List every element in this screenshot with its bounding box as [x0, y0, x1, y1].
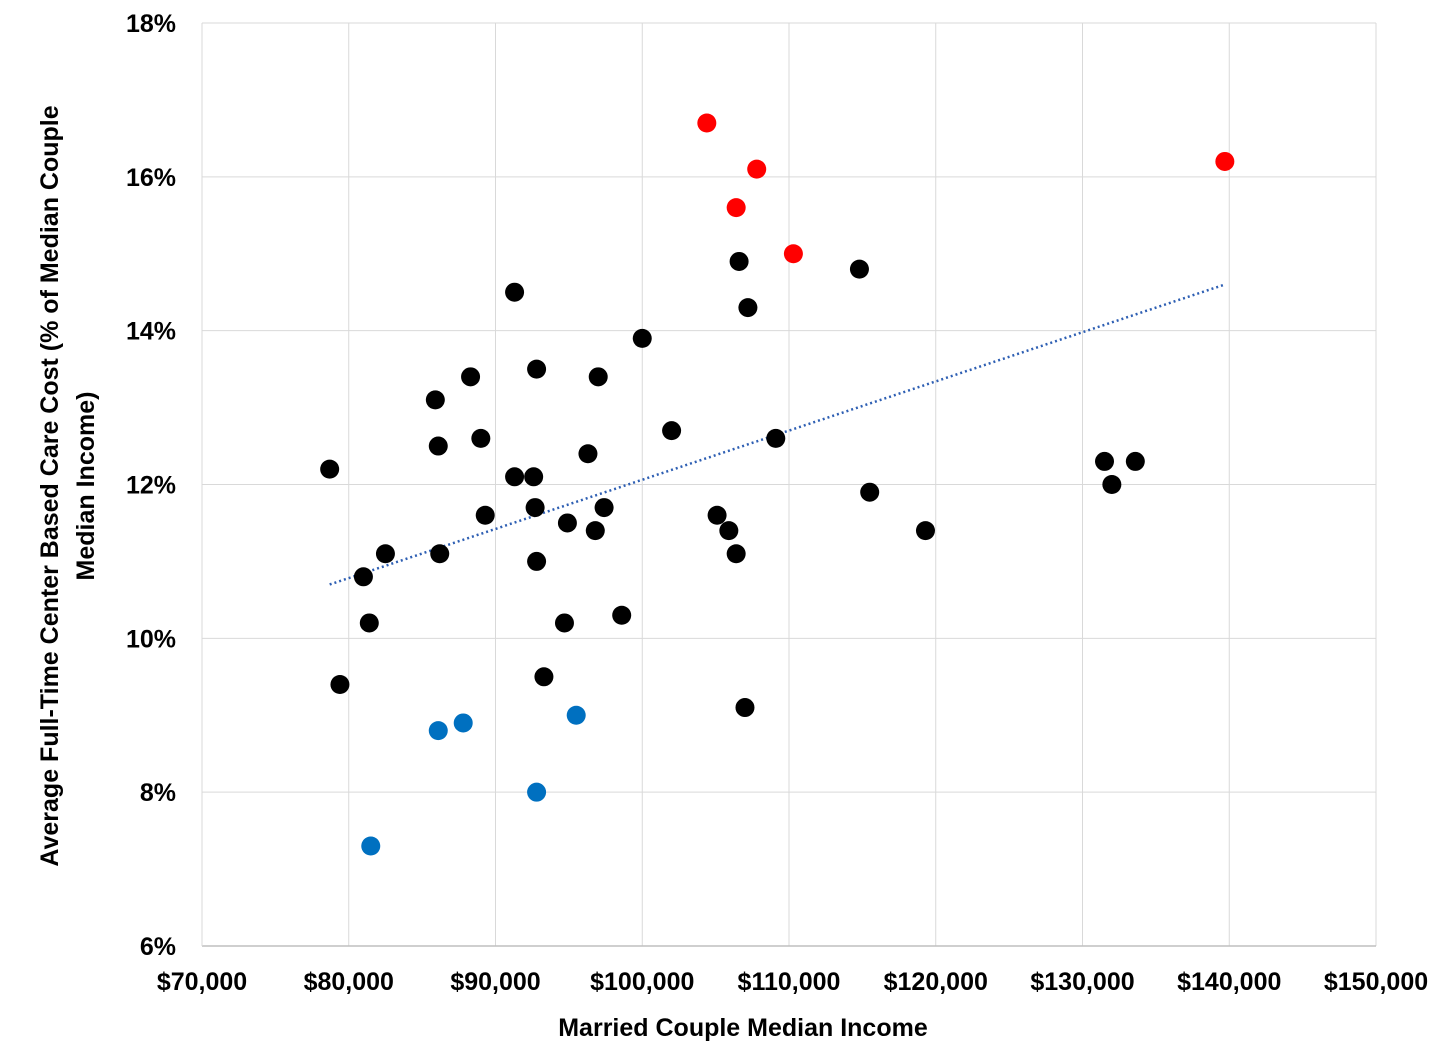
- data-point: [361, 836, 381, 856]
- y-axis-title-line-2: Median Income): [72, 392, 100, 581]
- data-point: [747, 159, 767, 179]
- y-tick-labels: 6% 8% 10% 12% 14% 16% 18%: [126, 10, 176, 961]
- data-point: [860, 482, 880, 502]
- data-point: [524, 467, 544, 487]
- data-point: [729, 251, 749, 271]
- y-axis-title-line-1: Average Full-Time Center Based Care Cost…: [36, 105, 64, 866]
- trendline-layer: [329, 283, 1226, 586]
- data-point: [735, 698, 755, 718]
- x-tick-labels: $70,000 $80,000 $90,000 $100,000 $110,000 $12…: [157, 968, 1428, 996]
- data-point: [1125, 451, 1145, 471]
- data-point: [554, 613, 574, 633]
- data-point: [612, 605, 632, 625]
- data-point: [726, 198, 746, 218]
- data-point: [453, 713, 473, 733]
- data-point: [726, 544, 746, 564]
- x-tick-label: $120,000: [884, 968, 988, 996]
- data-point: [578, 444, 598, 464]
- data-point: [707, 505, 727, 525]
- data-point: [594, 498, 614, 518]
- data-point: [697, 113, 717, 133]
- x-tick-label: $140,000: [1177, 968, 1281, 996]
- data-point: [1215, 151, 1235, 171]
- x-axis-title: Married Couple Median Income: [558, 1014, 928, 1042]
- data-point: [525, 498, 545, 518]
- data-point: [527, 551, 547, 571]
- data-point: [330, 674, 350, 694]
- data-point: [461, 367, 481, 387]
- y-tick-label: 18%: [126, 10, 176, 38]
- data-point: [471, 428, 491, 448]
- data-point: [766, 428, 786, 448]
- data-point: [505, 467, 525, 487]
- data-point: [738, 298, 758, 318]
- data-point: [428, 436, 448, 456]
- data-point: [320, 459, 340, 479]
- data-point: [428, 721, 448, 741]
- data-point: [505, 282, 525, 302]
- x-tick-label: $110,000: [738, 968, 841, 996]
- x-tick-label: $90,000: [450, 968, 540, 996]
- data-point: [588, 367, 608, 387]
- data-point: [1095, 451, 1115, 471]
- data-points: [320, 113, 1235, 856]
- data-point: [527, 782, 547, 802]
- y-tick-label: 14%: [126, 318, 176, 346]
- data-point: [632, 328, 652, 348]
- y-tick-label: 6%: [140, 933, 176, 961]
- plot-area-border: [201, 23, 1376, 947]
- data-point: [353, 567, 373, 587]
- y-tick-label: 12%: [126, 472, 176, 500]
- data-point: [430, 544, 450, 564]
- x-tick-label: $70,000: [157, 968, 247, 996]
- y-axis-title: Average Full-Time Center Based Care Cost…: [36, 105, 100, 866]
- data-point: [557, 513, 577, 533]
- data-point: [783, 244, 803, 264]
- data-point: [475, 505, 495, 525]
- data-point: [1102, 475, 1122, 494]
- data-point: [915, 521, 935, 541]
- data-point: [662, 421, 682, 441]
- x-tick-label: $80,000: [304, 968, 394, 996]
- data-point: [527, 359, 547, 379]
- y-tick-label: 16%: [126, 164, 176, 192]
- data-point: [566, 705, 586, 725]
- data-point: [719, 521, 739, 541]
- x-tick-label: $150,000: [1324, 968, 1428, 996]
- data-point: [585, 521, 605, 541]
- x-tick-label: $100,000: [590, 968, 694, 996]
- grid-lines: [201, 22, 1377, 947]
- data-point: [534, 667, 554, 687]
- trendline: [329, 283, 1226, 586]
- y-tick-label: 10%: [126, 625, 176, 653]
- data-point: [425, 390, 445, 410]
- data-point: [359, 613, 379, 633]
- x-tick-label: $130,000: [1030, 968, 1134, 996]
- data-point: [375, 544, 395, 564]
- data-point: [849, 259, 869, 279]
- y-tick-label: 8%: [140, 779, 176, 807]
